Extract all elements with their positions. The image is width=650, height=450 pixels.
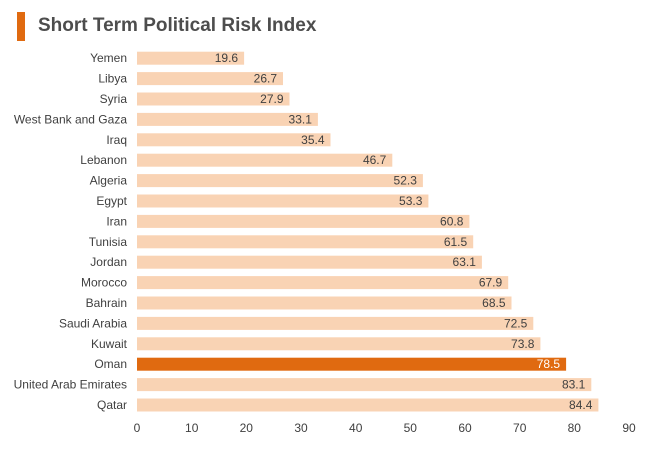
value-label: 52.3 <box>394 174 418 188</box>
x-tick-label: 40 <box>349 421 363 435</box>
value-label: 60.8 <box>440 214 464 228</box>
title-accent-bar <box>17 12 25 41</box>
bar-lebanon <box>137 153 393 167</box>
bar-united-arab-emirates <box>137 378 592 392</box>
bar-saudi-arabia <box>137 316 534 330</box>
value-label: 83.1 <box>562 378 586 392</box>
x-tick-label: 70 <box>513 421 527 435</box>
value-label: 78.5 <box>537 357 561 371</box>
category-label: Jordan <box>90 255 127 269</box>
category-label: Qatar <box>97 398 127 412</box>
x-tick-label: 60 <box>458 421 472 435</box>
x-tick-label: 20 <box>240 421 254 435</box>
bar-egypt <box>137 194 429 208</box>
value-label: 35.4 <box>301 133 325 147</box>
category-label: Lebanon <box>80 153 127 167</box>
value-label: 26.7 <box>254 72 278 86</box>
category-label: West Bank and Gaza <box>14 112 128 126</box>
value-label: 72.5 <box>504 316 528 330</box>
bar-tunisia <box>137 235 474 249</box>
category-label: Syria <box>100 92 128 106</box>
category-label: Bahrain <box>86 296 127 310</box>
category-label: Libya <box>98 72 127 86</box>
value-label: 63.1 <box>453 255 477 269</box>
category-label: Kuwait <box>91 337 128 351</box>
category-label: United Arab Emirates <box>14 378 127 392</box>
value-label: 61.5 <box>444 235 468 249</box>
category-label: Yemen <box>90 51 127 65</box>
bar-algeria <box>137 174 423 188</box>
category-label: Egypt <box>96 194 127 208</box>
value-label: 84.4 <box>569 398 593 412</box>
category-label: Algeria <box>90 174 128 188</box>
bar-qatar <box>137 398 599 412</box>
value-label: 19.6 <box>215 51 239 65</box>
x-tick-label: 10 <box>185 421 199 435</box>
bar-iran <box>137 214 470 228</box>
category-label: Iran <box>106 214 127 228</box>
category-label: Morocco <box>81 276 127 290</box>
chart-title: Short Term Political Risk Index <box>38 15 317 36</box>
category-label: Iraq <box>106 133 127 147</box>
x-tick-label: 0 <box>134 421 141 435</box>
bar-libya <box>137 72 283 86</box>
category-label: Saudi Arabia <box>59 316 127 330</box>
value-label: 46.7 <box>363 153 387 167</box>
value-label: 68.5 <box>482 296 506 310</box>
value-label: 33.1 <box>289 112 313 126</box>
x-tick-label: 30 <box>294 421 308 435</box>
value-label: 27.9 <box>260 92 284 106</box>
x-tick-label: 90 <box>622 421 636 435</box>
bar-bahrain <box>137 296 512 310</box>
bar-syria <box>137 92 290 106</box>
value-label: 73.8 <box>511 337 535 351</box>
bar-jordan <box>137 255 482 269</box>
x-tick-label: 50 <box>404 421 418 435</box>
x-tick-label: 80 <box>568 421 582 435</box>
bar-yemen <box>137 51 245 65</box>
bar-iraq <box>137 133 331 147</box>
bar-kuwait <box>137 337 541 351</box>
value-label: 67.9 <box>479 276 503 290</box>
category-label: Oman <box>94 357 127 371</box>
value-label: 53.3 <box>399 194 423 208</box>
bar-west-bank-and-gaza <box>137 112 318 126</box>
bar-oman <box>137 357 567 371</box>
bar-morocco <box>137 276 509 290</box>
category-label: Tunisia <box>89 235 128 249</box>
